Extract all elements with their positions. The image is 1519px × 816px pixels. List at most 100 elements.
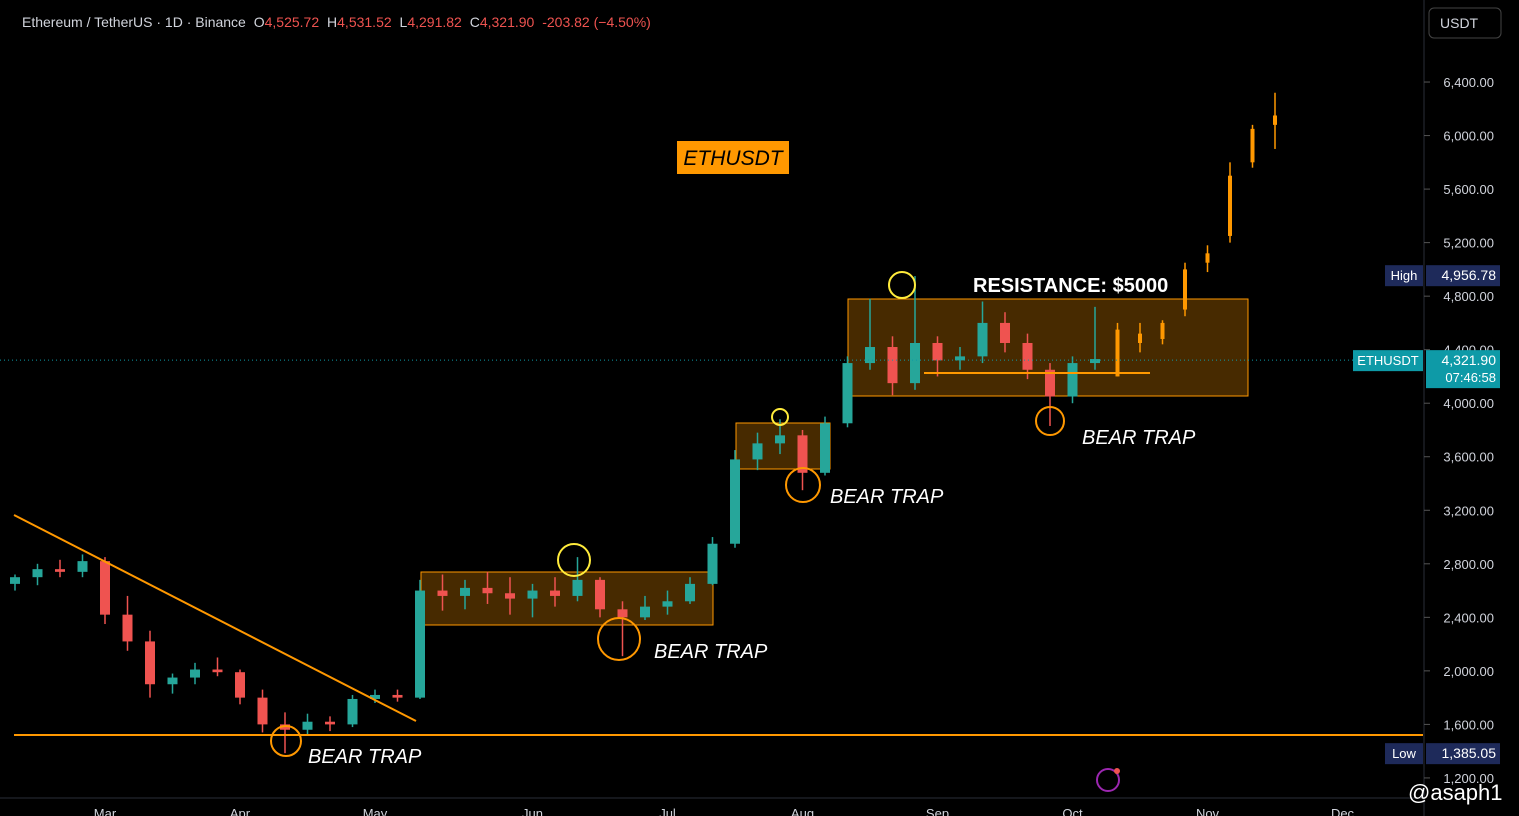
candle-body bbox=[190, 669, 200, 678]
candle-body bbox=[212, 669, 223, 673]
candle-body bbox=[1115, 329, 1120, 377]
label-box bbox=[677, 141, 789, 174]
candle-body bbox=[752, 443, 763, 460]
candle-body bbox=[10, 577, 20, 584]
l-label: L bbox=[400, 14, 408, 30]
currency[interactable]: USDT bbox=[1440, 15, 1479, 31]
x-tick-label: Oct bbox=[1062, 806, 1083, 816]
currency-button[interactable] bbox=[1428, 7, 1502, 39]
x-tick-label: Aug bbox=[791, 806, 814, 816]
candle-body bbox=[505, 593, 515, 599]
candle-body bbox=[1273, 115, 1277, 125]
circle bbox=[888, 271, 916, 299]
candle-body bbox=[617, 609, 628, 618]
candle-body bbox=[977, 322, 988, 357]
x-tick-label: Jun bbox=[522, 806, 543, 816]
candle-body bbox=[235, 672, 245, 698]
candle-body bbox=[527, 590, 538, 599]
candle-body bbox=[370, 694, 380, 699]
circle bbox=[597, 617, 641, 661]
y-tick-label: 1,200.00 bbox=[1443, 771, 1494, 786]
y-tick-label: 1,600.00 bbox=[1443, 717, 1494, 732]
candle-body bbox=[640, 606, 650, 618]
candle-body bbox=[797, 435, 808, 473]
annotation: BEAR TRAP bbox=[308, 746, 422, 768]
candle-body bbox=[1067, 363, 1078, 397]
candle-body bbox=[685, 583, 695, 602]
y-tick-label: 4,000.00 bbox=[1443, 396, 1494, 411]
candle-body bbox=[572, 579, 583, 596]
h-label: H bbox=[327, 14, 337, 30]
candle-body bbox=[1045, 369, 1055, 397]
candle-body bbox=[595, 579, 605, 610]
o-value: 4,525.72 bbox=[265, 14, 320, 30]
candle-body bbox=[460, 587, 470, 596]
h-value: 4,531.52 bbox=[337, 14, 392, 30]
y-tick-label: 4,800.00 bbox=[1443, 289, 1494, 304]
candle-body bbox=[415, 590, 425, 698]
candle-body bbox=[437, 590, 448, 596]
y-tick-label: 2,800.00 bbox=[1443, 557, 1494, 572]
x-tick-label: Dec bbox=[1331, 806, 1355, 816]
marker-name: High bbox=[1391, 268, 1418, 283]
y-tick-label: 6,400.00 bbox=[1443, 75, 1494, 90]
candle-body bbox=[865, 347, 875, 364]
icon[interactable] bbox=[1096, 768, 1120, 792]
watermark: @asaph1 bbox=[1408, 780, 1503, 805]
x-tick-label: Apr bbox=[230, 806, 251, 816]
candle-body bbox=[392, 694, 403, 698]
candle-body bbox=[1022, 342, 1033, 370]
x-tick-label: May bbox=[363, 806, 388, 816]
y-tick-label: 2,000.00 bbox=[1443, 664, 1494, 679]
x-tick-label: Jul bbox=[659, 806, 676, 816]
price-badge bbox=[1426, 743, 1500, 765]
candle-body bbox=[662, 601, 673, 607]
candle-body bbox=[932, 342, 943, 361]
candle-body bbox=[100, 561, 110, 615]
candle-body bbox=[347, 698, 358, 725]
candle-body bbox=[775, 435, 785, 444]
y-tick-label: 5,200.00 bbox=[1443, 236, 1494, 251]
marker-name: Low bbox=[1392, 746, 1416, 761]
candles bbox=[10, 92, 1277, 754]
annotation: ETHUSDT bbox=[683, 147, 784, 170]
y-tick-label: 5,600.00 bbox=[1443, 182, 1494, 197]
candle-body bbox=[730, 459, 740, 544]
candle-body bbox=[167, 677, 178, 685]
candle-body bbox=[302, 721, 313, 730]
icon-dot bbox=[1114, 768, 1120, 774]
price-badge bbox=[1426, 350, 1500, 389]
price-label: 1,385.05 bbox=[1442, 745, 1497, 761]
header: Ethereum / TetherUS · 1D · Binance O4,52… bbox=[22, 14, 651, 30]
price-badge bbox=[1426, 265, 1500, 287]
circle bbox=[270, 725, 302, 757]
circle bbox=[1035, 406, 1065, 436]
name-badge bbox=[1353, 350, 1423, 372]
countdown: 07:46:58 bbox=[1445, 370, 1496, 385]
candle-body bbox=[482, 587, 493, 594]
c-label: C bbox=[470, 14, 480, 30]
x-tick-label: Mar bbox=[94, 806, 117, 816]
candle-body bbox=[1138, 333, 1142, 343]
y-tick-label: 3,600.00 bbox=[1443, 450, 1494, 465]
change: -203.82 (−4.50%) bbox=[542, 14, 651, 30]
marker-name: ETHUSDT bbox=[1357, 353, 1418, 368]
symbol: Ethereum / TetherUS · 1D · Binance bbox=[22, 14, 246, 30]
trend-line bbox=[13, 514, 417, 722]
name-badge bbox=[1385, 743, 1423, 765]
x-tick-label: Nov bbox=[1196, 806, 1220, 816]
price-label: 4,321.90 bbox=[1442, 352, 1497, 368]
candle-body bbox=[32, 569, 43, 578]
candle-body bbox=[887, 347, 898, 384]
zone bbox=[735, 422, 831, 470]
candle-body bbox=[1090, 359, 1100, 364]
candle-body bbox=[910, 342, 920, 384]
c-value: 4,321.90 bbox=[480, 14, 535, 30]
x-tick-label: Sep bbox=[926, 806, 949, 816]
annotation: BEAR TRAP bbox=[654, 641, 768, 663]
annotation: BEAR TRAP bbox=[830, 486, 944, 508]
candle-body bbox=[1000, 322, 1010, 343]
candle-body bbox=[842, 363, 853, 424]
